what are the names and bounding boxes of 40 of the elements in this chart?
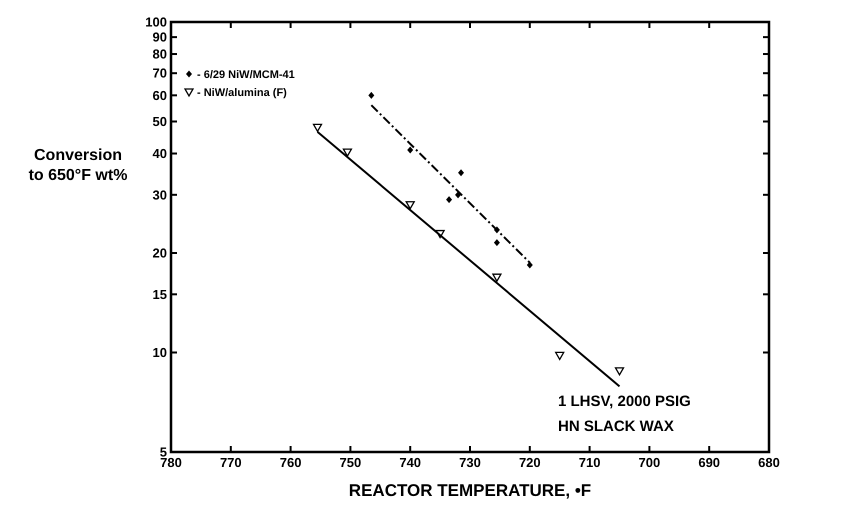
y-tick-label: 40 [152, 146, 167, 162]
x-tick-label: 770 [220, 455, 242, 470]
y-tick-label: 15 [152, 286, 167, 302]
x-tick-label: 700 [638, 455, 660, 470]
annotation: HN SLACK WAX [558, 418, 674, 435]
point [614, 367, 624, 376]
annotation: 1 LHSV, 2000 PSIG [558, 393, 691, 410]
x-tick-label: 680 [758, 455, 780, 470]
x-tick-label: 710 [578, 455, 600, 470]
y-tick-label: 100 [145, 14, 167, 30]
y-tick-label: 30 [152, 187, 167, 202]
x-tick-label: 690 [698, 455, 720, 470]
point [368, 92, 374, 99]
point [492, 274, 502, 282]
point [526, 261, 533, 268]
legend-label: - NiW/alumina (F) [197, 87, 288, 99]
point [312, 124, 322, 132]
y-tick-label: 20 [152, 246, 167, 261]
x-tick-label: 730 [459, 455, 481, 470]
x-tick-label: 720 [518, 455, 541, 470]
point [342, 148, 352, 157]
x-tick-label: 750 [340, 455, 362, 470]
y-tick-label: 10 [152, 345, 167, 360]
y-tick-label: 60 [152, 88, 167, 103]
y-tick-label: 70 [152, 66, 167, 81]
y-tick-label: 90 [152, 30, 167, 45]
y-tick-label: 50 [152, 114, 167, 129]
legend-label: - 6/29 NiW/MCM-41 [197, 69, 295, 81]
x-tick-label: 740 [399, 455, 422, 470]
x-tick-label: 760 [280, 455, 302, 470]
point [407, 146, 414, 154]
point [494, 239, 500, 246]
y-tick-label: 80 [152, 46, 167, 62]
y-tick-label: 5 [160, 444, 167, 460]
x-axis-title: REACTOR TEMPERATURE, •F [348, 481, 592, 500]
point [555, 352, 564, 360]
point [446, 196, 452, 204]
point [406, 201, 415, 210]
y-axis-title: Conversion to 650°F wt% [28, 147, 128, 184]
point [458, 169, 464, 176]
